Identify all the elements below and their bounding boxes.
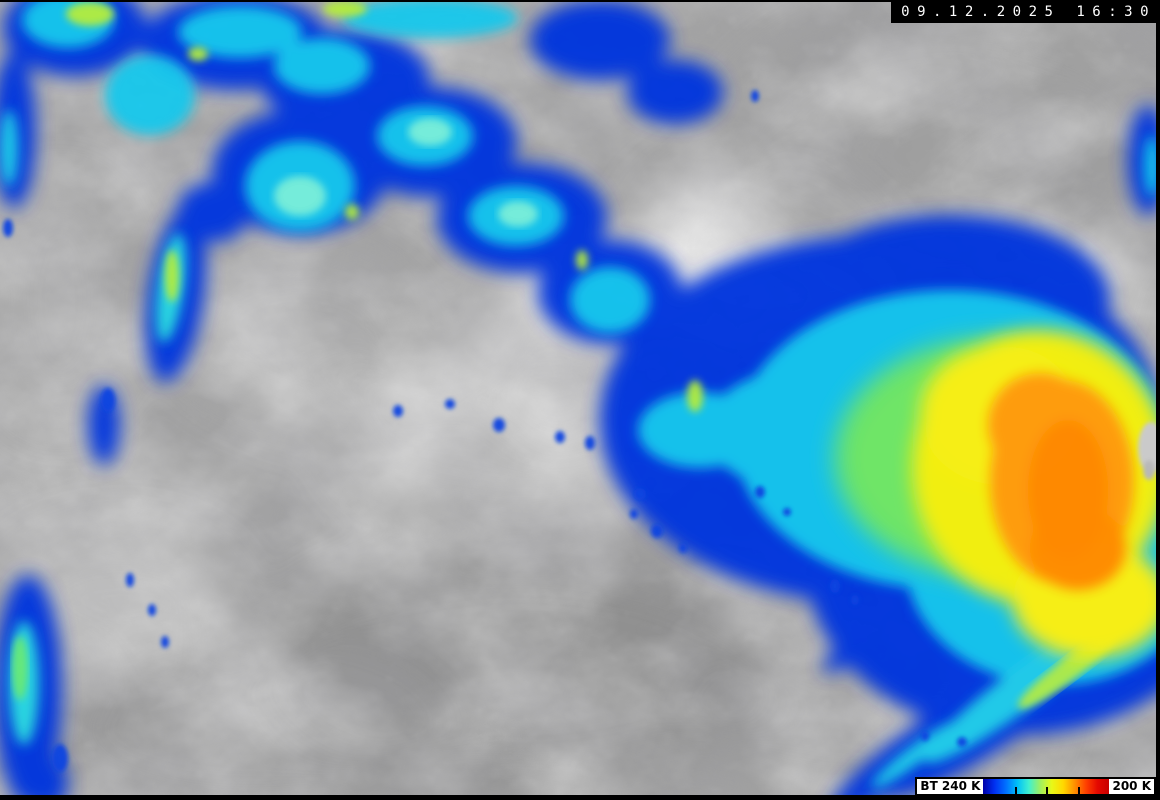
colorbar-tick	[1014, 787, 1017, 794]
frame-edge-bottom	[0, 795, 1160, 800]
colorbar-tick	[1077, 787, 1080, 794]
colorbar-start-label: BT 240 K	[917, 779, 984, 794]
frame-edge-top	[0, 0, 1160, 2]
colorbar-legend: BT 240 K 200 K	[915, 777, 1156, 796]
colorbar-gradient	[983, 779, 1110, 794]
timestamp-text: 09.12.2025 16:30	[901, 4, 1156, 20]
timestamp-overlay: 09.12.2025 16:30	[891, 2, 1158, 23]
colorbar-tick	[1046, 787, 1049, 794]
colorbar-end-label: 200 K	[1109, 779, 1154, 794]
frame-edge-right	[1156, 0, 1160, 800]
